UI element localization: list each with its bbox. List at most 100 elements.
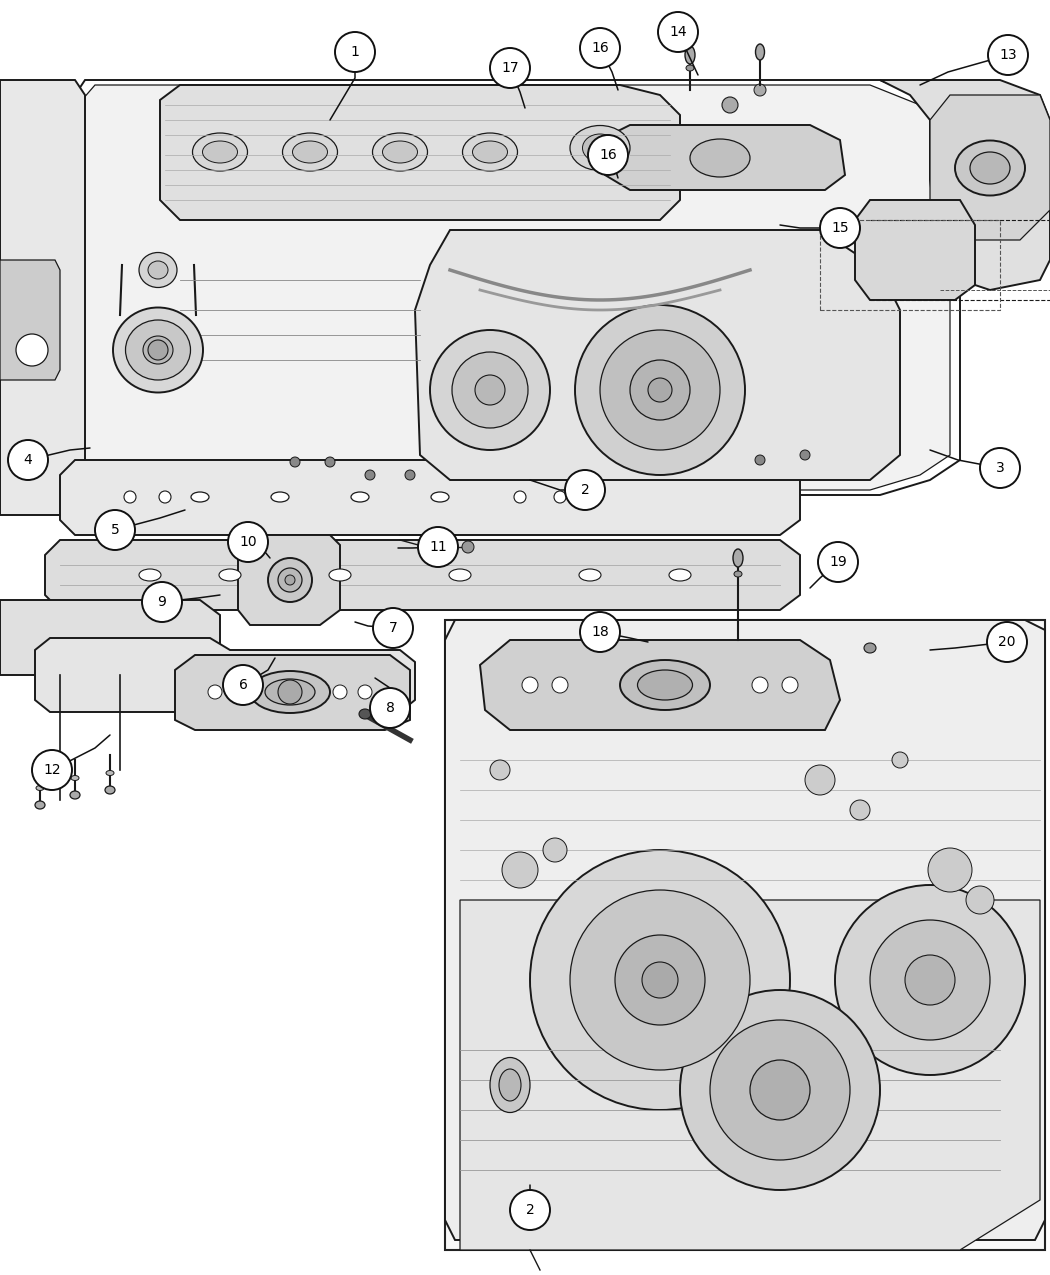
Circle shape	[530, 850, 790, 1111]
Text: 20: 20	[999, 635, 1015, 649]
Polygon shape	[855, 200, 975, 300]
Ellipse shape	[462, 133, 518, 171]
Text: 9: 9	[158, 595, 167, 609]
Circle shape	[159, 491, 171, 504]
Circle shape	[818, 542, 858, 581]
Text: 14: 14	[669, 26, 687, 40]
Ellipse shape	[733, 550, 743, 567]
Polygon shape	[480, 640, 840, 731]
Circle shape	[373, 608, 413, 648]
Text: 16: 16	[600, 148, 617, 162]
Ellipse shape	[734, 571, 742, 578]
Circle shape	[452, 352, 528, 428]
Circle shape	[580, 28, 620, 68]
Ellipse shape	[570, 125, 630, 171]
Text: 2: 2	[526, 1204, 534, 1218]
Text: 5: 5	[110, 523, 120, 537]
Circle shape	[514, 491, 526, 504]
Ellipse shape	[620, 660, 710, 710]
Ellipse shape	[271, 492, 289, 502]
Ellipse shape	[864, 643, 876, 653]
Ellipse shape	[203, 142, 237, 163]
Ellipse shape	[35, 801, 45, 810]
Text: 18: 18	[591, 625, 609, 639]
Circle shape	[490, 760, 510, 780]
Circle shape	[752, 677, 768, 694]
Ellipse shape	[359, 709, 371, 719]
Circle shape	[278, 680, 302, 704]
Text: 17: 17	[501, 61, 519, 75]
Circle shape	[32, 750, 72, 790]
Circle shape	[554, 491, 566, 504]
Text: 4: 4	[23, 453, 33, 467]
Ellipse shape	[105, 785, 116, 794]
Text: 2: 2	[581, 483, 589, 497]
Circle shape	[565, 470, 605, 510]
Circle shape	[570, 890, 750, 1070]
Circle shape	[754, 84, 766, 96]
Text: 6: 6	[238, 678, 248, 692]
Ellipse shape	[579, 569, 601, 581]
Circle shape	[966, 886, 994, 914]
Circle shape	[820, 208, 860, 249]
Ellipse shape	[756, 45, 764, 60]
Ellipse shape	[143, 337, 173, 363]
Ellipse shape	[219, 569, 242, 581]
Ellipse shape	[329, 569, 351, 581]
Ellipse shape	[139, 569, 161, 581]
Circle shape	[680, 989, 880, 1190]
Circle shape	[228, 521, 268, 562]
Circle shape	[285, 575, 295, 585]
Circle shape	[543, 838, 567, 862]
Circle shape	[835, 885, 1025, 1075]
Circle shape	[988, 34, 1028, 75]
Ellipse shape	[71, 775, 79, 780]
Circle shape	[510, 1190, 550, 1230]
Polygon shape	[415, 230, 900, 479]
Text: 19: 19	[830, 555, 847, 569]
Text: 15: 15	[832, 221, 848, 235]
Polygon shape	[0, 260, 60, 380]
Circle shape	[142, 581, 182, 622]
Text: 11: 11	[429, 541, 447, 555]
Polygon shape	[175, 655, 410, 731]
Ellipse shape	[36, 785, 44, 790]
Circle shape	[722, 97, 738, 113]
Ellipse shape	[282, 133, 337, 171]
Circle shape	[648, 377, 672, 402]
Ellipse shape	[669, 569, 691, 581]
Ellipse shape	[430, 492, 449, 502]
Polygon shape	[0, 80, 85, 515]
Ellipse shape	[490, 1057, 530, 1113]
Circle shape	[805, 765, 835, 796]
Text: 13: 13	[1000, 48, 1016, 62]
Circle shape	[980, 448, 1020, 488]
Circle shape	[418, 527, 458, 567]
Polygon shape	[445, 620, 1045, 1241]
Polygon shape	[600, 125, 845, 190]
Polygon shape	[75, 80, 960, 495]
Polygon shape	[35, 638, 415, 711]
Circle shape	[850, 799, 870, 820]
Circle shape	[928, 848, 972, 892]
Ellipse shape	[250, 671, 330, 713]
Ellipse shape	[373, 133, 427, 171]
Ellipse shape	[293, 142, 328, 163]
Circle shape	[588, 135, 628, 175]
Ellipse shape	[126, 320, 190, 380]
Text: 16: 16	[591, 41, 609, 55]
Ellipse shape	[690, 139, 750, 177]
Circle shape	[16, 334, 48, 366]
Circle shape	[905, 955, 956, 1005]
Text: 7: 7	[388, 621, 397, 635]
Text: 10: 10	[239, 536, 257, 550]
Polygon shape	[238, 536, 340, 625]
Circle shape	[575, 305, 746, 476]
Ellipse shape	[148, 261, 168, 279]
Ellipse shape	[449, 569, 471, 581]
Circle shape	[268, 558, 312, 602]
Circle shape	[782, 677, 798, 694]
Ellipse shape	[139, 252, 177, 287]
Ellipse shape	[265, 680, 315, 705]
Ellipse shape	[113, 307, 203, 393]
